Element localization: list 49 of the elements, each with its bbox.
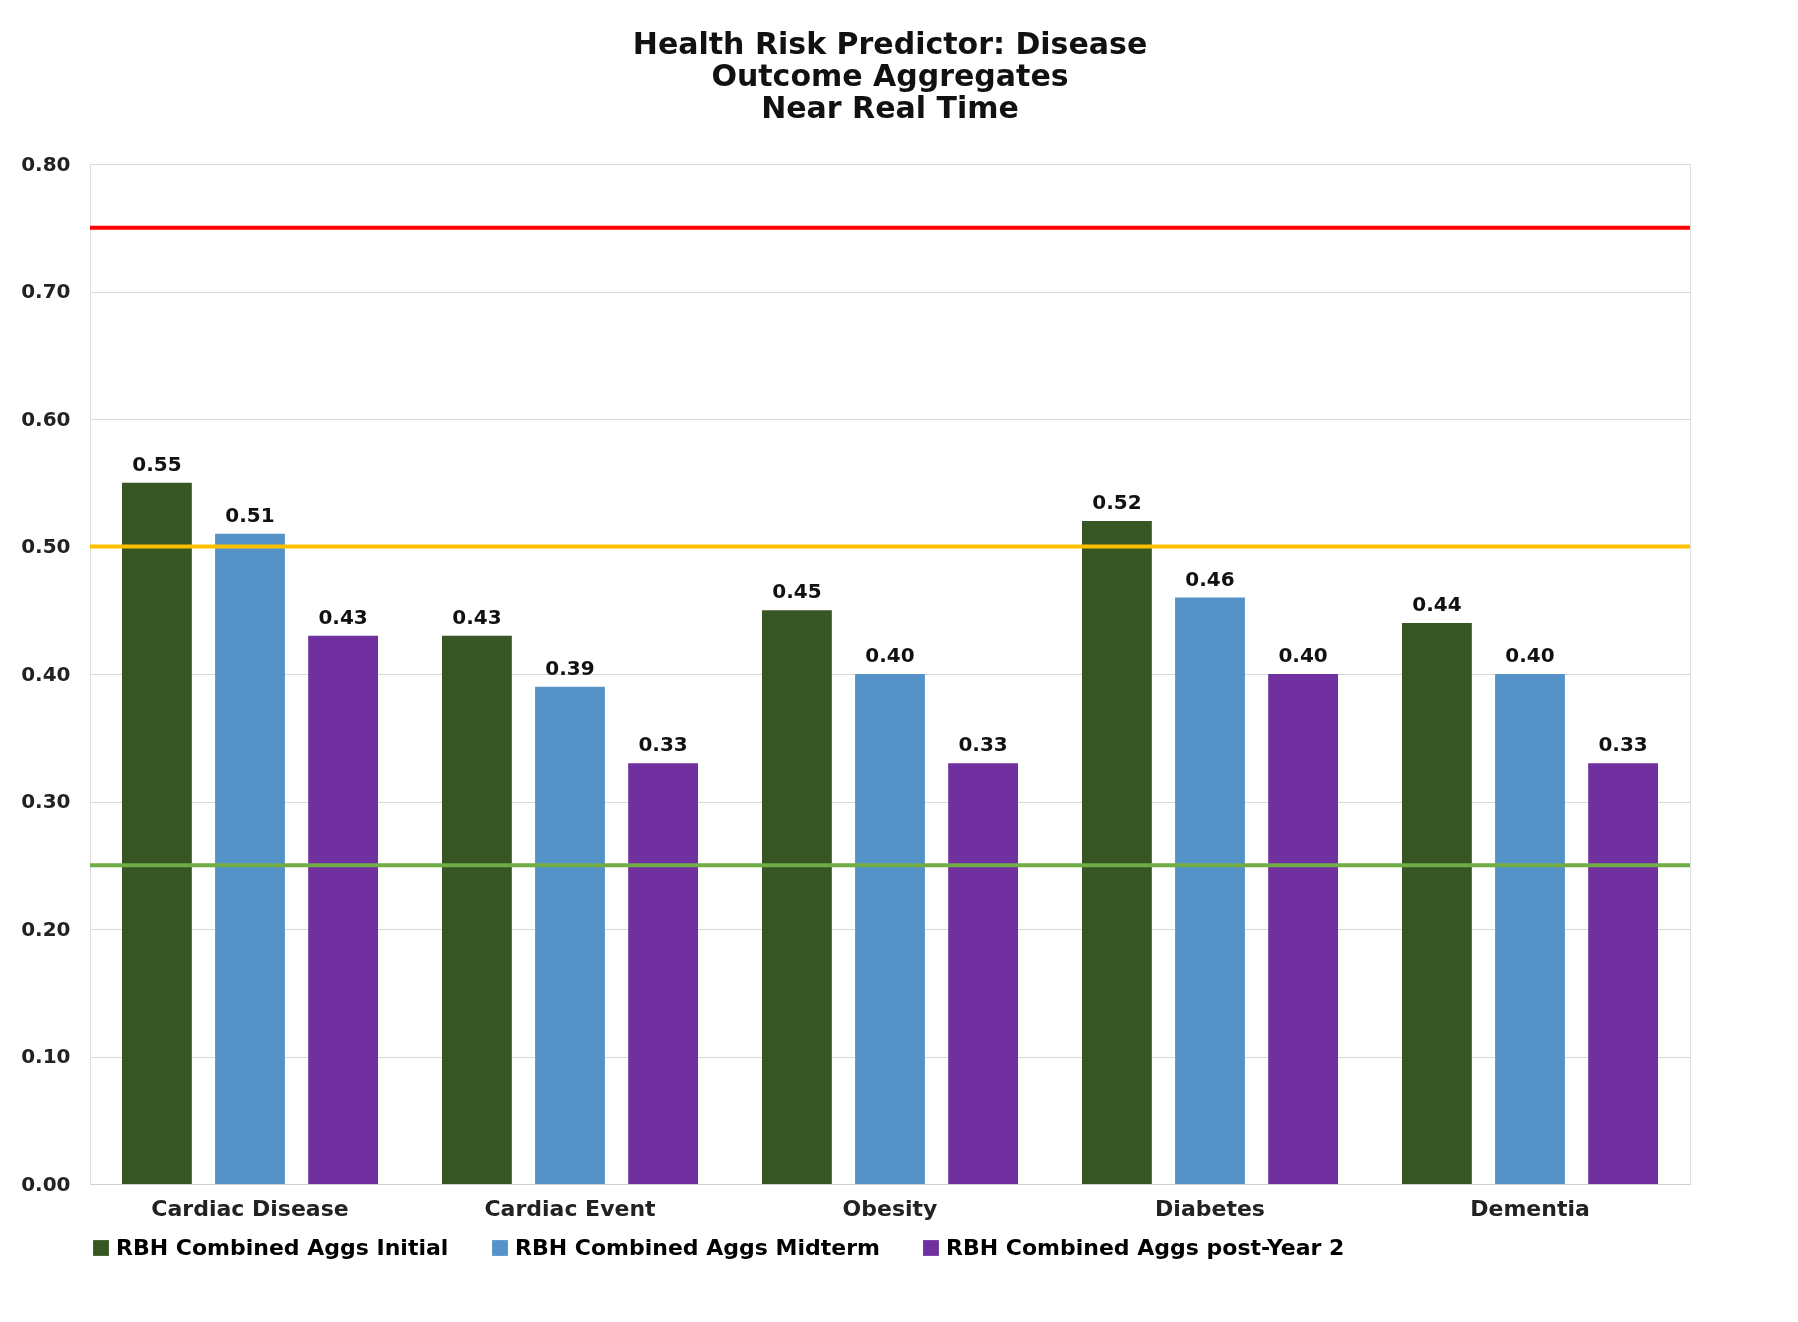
- x-tick-label: Obesity: [842, 1195, 938, 1221]
- bar: [308, 635, 378, 1184]
- bar: [762, 610, 832, 1184]
- bar: [1268, 674, 1338, 1184]
- x-tick-label: Dementia: [1470, 1195, 1590, 1221]
- bar: [442, 635, 512, 1184]
- x-tick-label: Cardiac Disease: [151, 1195, 349, 1221]
- bar: [855, 674, 925, 1184]
- bar: [1082, 521, 1152, 1184]
- bar: [215, 533, 285, 1184]
- data-label: 0.43: [452, 604, 502, 629]
- data-label: 0.40: [1278, 643, 1328, 667]
- data-label: 0.33: [1598, 732, 1648, 757]
- y-tick-label: 0.30: [21, 789, 71, 813]
- y-tick-label: 0.40: [21, 661, 71, 686]
- data-label: 0.44: [1412, 592, 1462, 616]
- x-tick-label: Diabetes: [1155, 1195, 1265, 1221]
- bar: [535, 686, 605, 1184]
- legend-label: RBH Combined Aggs Midterm: [515, 1235, 880, 1260]
- bar: [122, 482, 192, 1184]
- data-label: 0.46: [1185, 566, 1235, 591]
- y-tick-label: 0.10: [21, 1044, 71, 1068]
- x-tick-label: Cardiac Event: [484, 1195, 657, 1221]
- data-label: 0.40: [1505, 643, 1555, 667]
- data-label: 0.55: [132, 451, 182, 476]
- legend-label: RBH Combined Aggs post-Year 2: [946, 1235, 1345, 1260]
- data-label: 0.45: [772, 579, 822, 604]
- y-tick-label: 0.60: [21, 406, 71, 431]
- bar: [1175, 597, 1245, 1184]
- data-label: 0.52: [1092, 490, 1142, 514]
- text: Outcome Aggregates: [711, 58, 1069, 93]
- data-label: 0.33: [638, 732, 688, 757]
- bar: [948, 763, 1018, 1184]
- bar: [1495, 674, 1565, 1184]
- bar: [1588, 763, 1658, 1184]
- bar: [1402, 623, 1472, 1184]
- y-tick-label: 0.20: [21, 916, 71, 941]
- legend-label: RBH Combined Aggs Initial: [116, 1235, 449, 1260]
- data-label: 0.33: [958, 732, 1008, 757]
- y-tick-label: 0.70: [21, 279, 71, 303]
- data-label: 0.51: [225, 502, 275, 527]
- y-tick-label: 0.80: [21, 151, 71, 176]
- data-label: 0.39: [545, 655, 595, 680]
- data-label: 0.40: [865, 643, 915, 667]
- bar: [628, 763, 698, 1184]
- y-tick-label: 0.00: [21, 1171, 71, 1196]
- text: Health Risk Predictor: Disease: [632, 26, 1148, 61]
- y-tick-label: 0.50: [21, 534, 71, 558]
- data-label: 0.43: [318, 604, 368, 629]
